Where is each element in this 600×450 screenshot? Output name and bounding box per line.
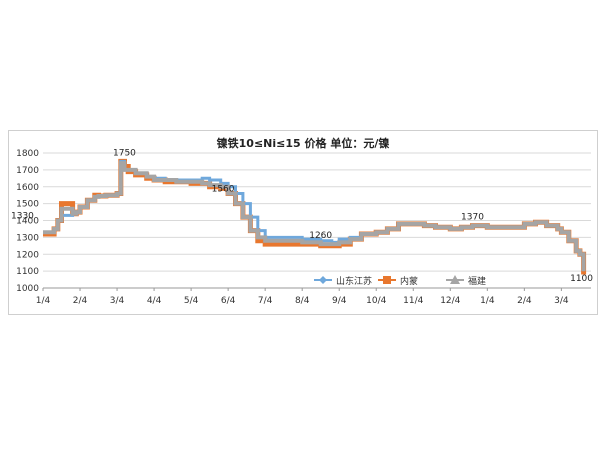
y-tick-label: 1100 <box>16 267 39 277</box>
data-label: 1560 <box>212 185 235 195</box>
x-tick-label: 9/4 <box>332 296 347 306</box>
legend-square-marker <box>383 276 391 284</box>
data-label: 1750 <box>113 148 136 158</box>
x-tick-label: 1/4 <box>36 296 51 306</box>
legend-diamond-marker <box>319 276 327 284</box>
series-line-1 <box>43 158 587 275</box>
x-tick-label: 8/4 <box>295 296 310 306</box>
x-tick-label: 7/4 <box>258 296 273 306</box>
x-tick-label: 4/4 <box>147 296 162 306</box>
y-tick-label: 1500 <box>16 200 39 210</box>
data-label: 1100 <box>570 274 593 284</box>
chart-container: 镍铁10≤Ni≤15 价格 单位：元/镍 1000 1100 1200 1300 140… <box>8 130 598 315</box>
gridlines <box>43 152 591 289</box>
y-tick-label: 1200 <box>16 250 39 260</box>
y-tick-label: 1000 <box>16 284 39 294</box>
series-line-2 <box>43 161 586 272</box>
y-tick-label: 1800 <box>16 149 39 159</box>
y-tick-label: 1600 <box>16 183 39 193</box>
data-label: 1330 <box>11 211 34 221</box>
x-tick-label: 3/4 <box>110 296 125 306</box>
data-label: 1260 <box>309 231 332 241</box>
x-tick-label: 12/4 <box>440 296 460 306</box>
chart-title: 镍铁10≤Ni≤15 价格 单位：元/镍 <box>217 136 390 150</box>
series-lines <box>43 158 587 275</box>
y-tick-label: 1300 <box>16 233 39 243</box>
x-tick-label: 10/4 <box>366 296 386 306</box>
legend-label: 内蒙 <box>400 275 418 287</box>
legend-label: 福建 <box>468 275 486 287</box>
x-tick-label: 6/4 <box>221 296 236 306</box>
legend-triangle-marker <box>450 275 460 284</box>
data-label: 1370 <box>461 213 484 223</box>
x-tick-label: 11/4 <box>403 296 423 306</box>
x-tick-label: 3/4 <box>554 296 569 306</box>
x-tick-label: 2/4 <box>73 296 88 306</box>
nickel-iron-price-chart: 镍铁10≤Ni≤15 价格 单位：元/镍 1000 1100 1200 1300 140… <box>11 136 593 306</box>
x-tick-label: 5/4 <box>184 296 199 306</box>
annotations: 1330 1750 1560 1260 1370 1100 <box>11 148 593 284</box>
y-tick-label: 1700 <box>16 166 39 176</box>
x-tick-label: 1/4 <box>480 296 495 306</box>
legend: 山东江苏 内蒙 福建 <box>314 275 486 287</box>
axes: 1000 1100 1200 1300 1400 1500 1600 1700 1800 1/4 2… <box>16 149 591 306</box>
x-tick-label: 2/4 <box>517 296 532 306</box>
legend-label: 山东江苏 <box>336 275 372 287</box>
y-tick-label: 1400 <box>16 217 39 227</box>
